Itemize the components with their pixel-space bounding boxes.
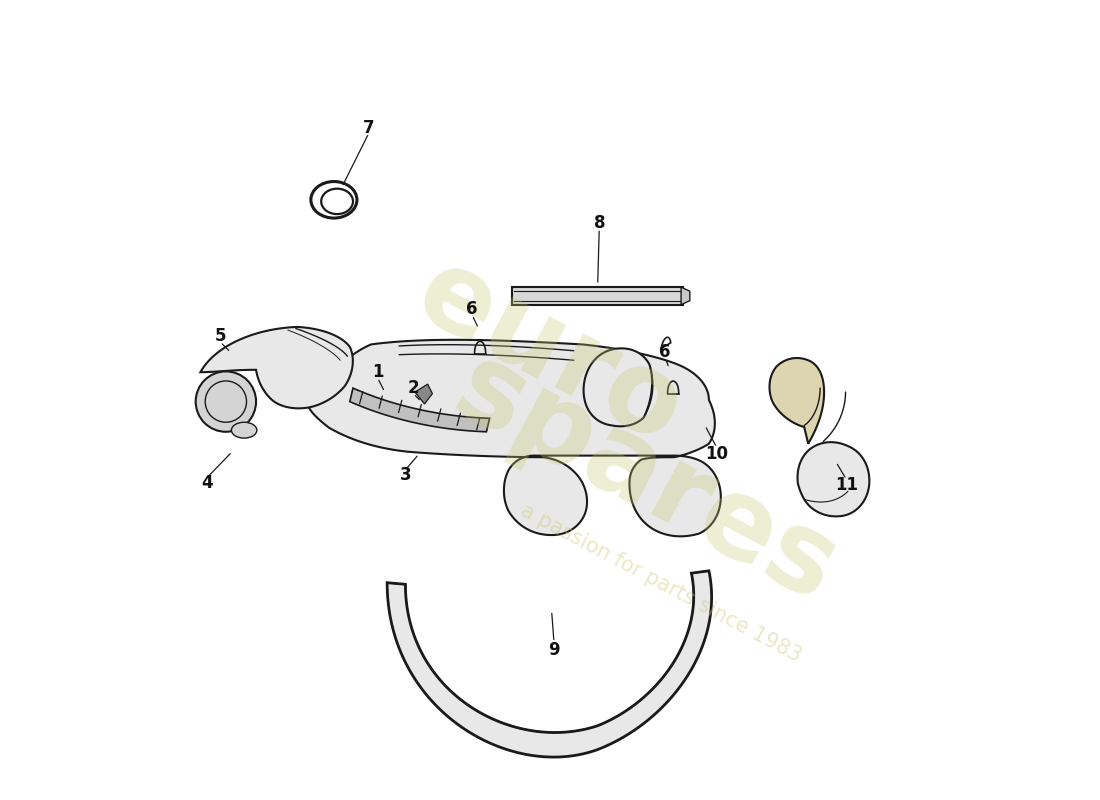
Polygon shape — [415, 384, 432, 404]
Text: spares: spares — [436, 334, 855, 625]
Polygon shape — [308, 340, 720, 536]
Text: 8: 8 — [594, 214, 605, 232]
Text: 5: 5 — [214, 327, 227, 346]
Text: 11: 11 — [835, 476, 858, 494]
Text: 3: 3 — [399, 466, 411, 485]
Text: 1: 1 — [372, 363, 384, 381]
Polygon shape — [681, 287, 690, 305]
Text: 10: 10 — [705, 445, 728, 463]
Ellipse shape — [231, 422, 257, 438]
Text: euro: euro — [399, 238, 701, 466]
Text: 7: 7 — [363, 118, 375, 137]
Text: 2: 2 — [407, 379, 419, 397]
Polygon shape — [770, 358, 824, 444]
Polygon shape — [798, 442, 869, 516]
Polygon shape — [350, 388, 490, 432]
Text: 9: 9 — [548, 642, 560, 659]
Text: 6: 6 — [659, 343, 671, 362]
Text: a passion for parts since 1983: a passion for parts since 1983 — [517, 500, 805, 666]
Circle shape — [196, 371, 256, 432]
Text: 4: 4 — [201, 474, 212, 493]
Polygon shape — [200, 327, 353, 408]
Polygon shape — [584, 348, 652, 426]
Polygon shape — [512, 287, 683, 305]
Polygon shape — [387, 571, 712, 757]
Text: 6: 6 — [466, 300, 477, 318]
